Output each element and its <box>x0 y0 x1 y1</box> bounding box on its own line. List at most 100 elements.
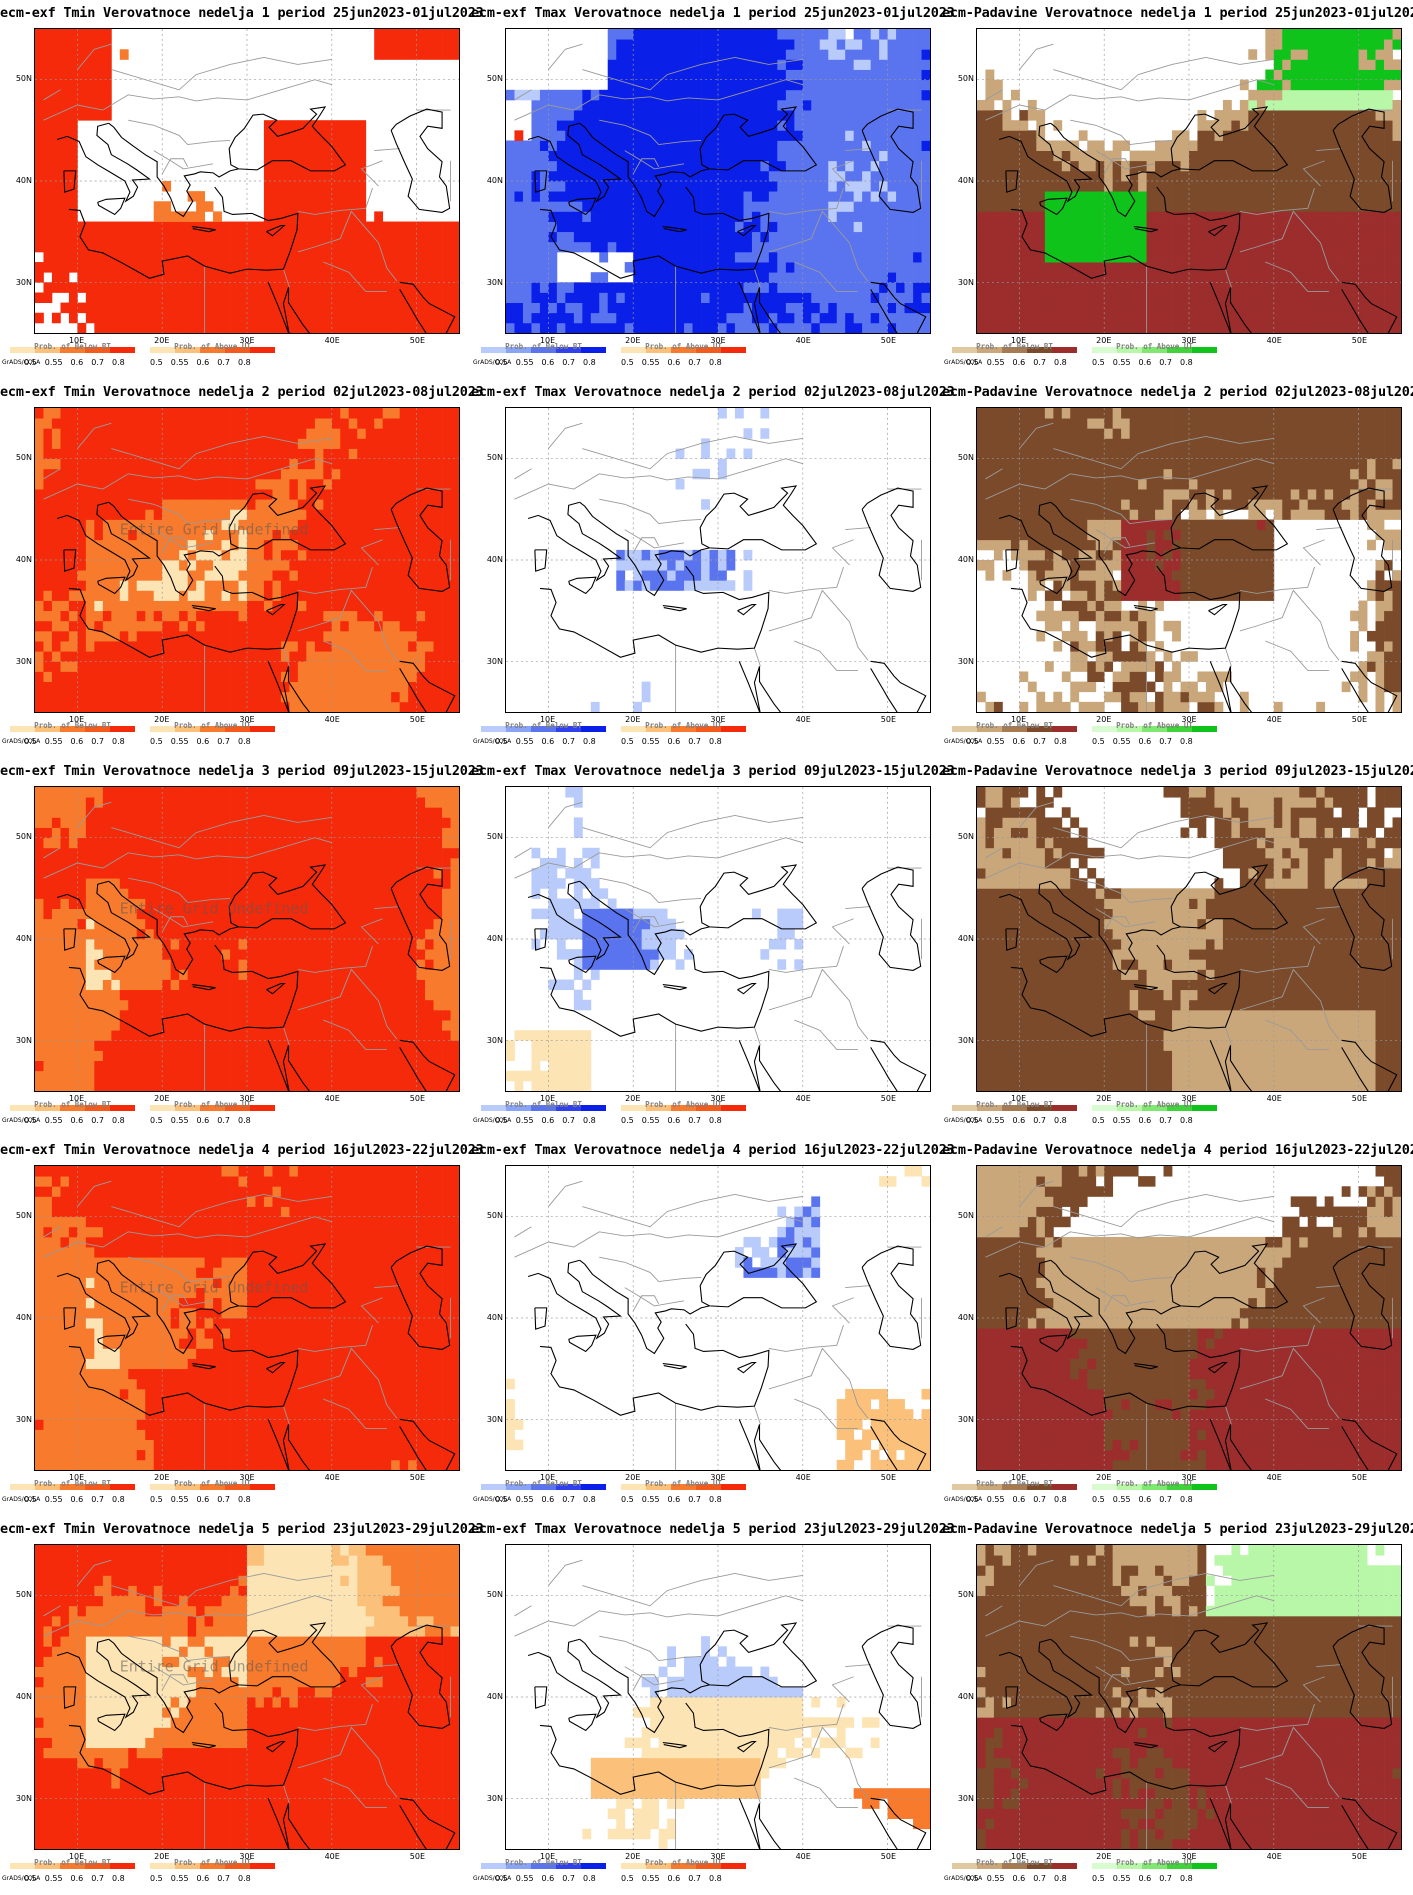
legend-title: Prob. of Above UT <box>174 342 251 351</box>
map-panel-6: ecm-Padavine Verovatnoce nedelja 2 perio… <box>942 379 1413 758</box>
country-borders <box>43 1180 451 1470</box>
color-bar <box>481 1484 606 1490</box>
latitude-label: 30N <box>15 1415 32 1424</box>
legend-tick: 0.6 <box>70 358 84 367</box>
panel-title: ecm-Padavine Verovatnoce nedelja 1 perio… <box>942 5 1413 21</box>
longitude-label: 40E <box>1266 1473 1282 1482</box>
legend-tick: 0.8 <box>112 1116 125 1125</box>
latitude-label: 40N <box>15 1313 32 1322</box>
longitude-label: 10E <box>68 336 85 345</box>
longitude-label: 20E <box>154 715 170 724</box>
legend-title: Prob. of Below BT <box>976 1100 1053 1109</box>
graticule <box>35 1166 459 1470</box>
legend-above: Prob. of Above UT <box>1092 721 1217 732</box>
grads-credit: GrADS/COLA <box>944 359 983 366</box>
legend-title: Prob. of Above UT <box>174 1100 251 1109</box>
country-borders <box>985 43 1393 333</box>
latitude-label: 30N <box>15 657 32 666</box>
legend-ticks: 0.5 0.55 0.6 0.7 0.8 <box>621 1874 730 1883</box>
legend-below: Prob. of Below BT <box>952 1479 1077 1490</box>
longitude-label: 10E <box>1010 1094 1027 1103</box>
longitude-label: 30E <box>239 1852 255 1861</box>
legend-tick: 0.5 <box>966 358 979 367</box>
legend-tick: 0.6 <box>1138 737 1152 746</box>
grads-credit: GrADS/COLA <box>944 738 983 745</box>
legend-tick: 0.8 <box>583 358 596 367</box>
longitude-label: 40E <box>1266 1852 1282 1861</box>
watermark-text: Entire Grid Undefined <box>120 900 309 918</box>
legend-below: Prob. of Below BT <box>481 1858 606 1869</box>
legend-above: Prob. of Above UT <box>150 1100 275 1111</box>
coastlines <box>56 485 456 712</box>
legend-tick: 0.55 <box>641 1874 660 1883</box>
legend-ticks: 0.5 0.55 0.6 0.7 0.8 <box>495 1116 604 1125</box>
legend-title: Prob. of Above UT <box>645 721 722 730</box>
legend-title: Prob. of Below BT <box>505 1479 582 1488</box>
map-canvas <box>977 1166 1401 1470</box>
longitude-label: 50E <box>1351 1473 1367 1482</box>
graticule <box>35 1545 459 1849</box>
map-canvas <box>977 1545 1401 1849</box>
legend-ticks: 0.5 0.55 0.6 0.7 0.8 <box>1092 1874 1201 1883</box>
grads-credit: GrADS/COLA <box>2 738 41 745</box>
longitude-label: 20E <box>1096 715 1112 724</box>
country-borders <box>514 1180 922 1470</box>
legend-tick: 0.6 <box>541 1116 555 1125</box>
probability-field <box>35 787 459 1091</box>
panel-title: ecm-exf Tmin Verovatnoce nedelja 4 perio… <box>0 1142 484 1158</box>
grads-credit: GrADS/COLA <box>944 1496 983 1503</box>
color-bar <box>952 1105 1077 1111</box>
legend-tick: 0.6 <box>1012 1874 1026 1883</box>
map-panel-9: ecm-Padavine Verovatnoce nedelja 3 perio… <box>942 758 1413 1137</box>
legend-tick: 0.5 <box>150 358 163 367</box>
legend-tick: 0.55 <box>44 1874 63 1883</box>
legend-tick: 0.55 <box>44 358 63 367</box>
longitude-label: 20E <box>154 1473 170 1482</box>
legend-tick: 0.7 <box>217 1116 231 1125</box>
legend-tick: 0.7 <box>688 358 702 367</box>
latitude-label: 30N <box>15 278 32 287</box>
legend-tick: 0.8 <box>583 1495 596 1504</box>
longitude-label: 50E <box>880 715 896 724</box>
country-borders <box>43 43 451 333</box>
longitude-label: 20E <box>625 715 641 724</box>
longitude-label: 50E <box>880 336 896 345</box>
legend-tick: 0.5 <box>1092 1495 1105 1504</box>
legend-tick: 0.7 <box>217 737 231 746</box>
legend-tick: 0.55 <box>515 1495 534 1504</box>
legend-ticks: 0.5 0.55 0.6 0.7 0.8 <box>495 1874 604 1883</box>
grads-credit: GrADS/COLA <box>944 1117 983 1124</box>
legend-tick: 0.7 <box>91 358 105 367</box>
legend-tick: 0.55 <box>44 1116 63 1125</box>
latitude-label: 50N <box>486 453 503 462</box>
longitude-label: 20E <box>625 1094 641 1103</box>
legend-tick: 0.6 <box>196 1874 210 1883</box>
longitude-label: 20E <box>625 336 641 345</box>
longitude-label: 30E <box>239 336 255 345</box>
legend-tick: 0.8 <box>238 737 251 746</box>
coastlines <box>527 485 927 712</box>
map-canvas: Entire Grid Undefined <box>35 1166 459 1470</box>
longitude-label: 10E <box>539 336 556 345</box>
color-bar <box>952 1484 1077 1490</box>
legend-above: Prob. of Above UT <box>621 1858 746 1869</box>
legend-tick: 0.5 <box>24 1495 37 1504</box>
panel-title: ecm-exf Tmax Verovatnoce nedelja 1 perio… <box>471 5 955 21</box>
legend-tick: 0.55 <box>986 1116 1005 1125</box>
longitude-label: 10E <box>68 1473 85 1482</box>
latitude-label: 50N <box>486 74 503 83</box>
coastlines <box>56 1622 456 1849</box>
map-canvas <box>977 408 1401 712</box>
legend-title: Prob. of Below BT <box>505 342 582 351</box>
probability-field <box>506 1166 930 1470</box>
latitude-label: 50N <box>957 74 974 83</box>
latitude-label: 40N <box>486 176 503 185</box>
color-bar <box>150 1105 275 1111</box>
longitude-label: 50E <box>1351 715 1367 724</box>
color-bar <box>621 726 746 732</box>
legend-title: Prob. of Above UT <box>1116 721 1193 730</box>
legend-tick: 0.8 <box>238 358 251 367</box>
latitude-label: 30N <box>486 1794 503 1803</box>
latitude-label: 40N <box>957 555 974 564</box>
longitude-label: 20E <box>154 1094 170 1103</box>
